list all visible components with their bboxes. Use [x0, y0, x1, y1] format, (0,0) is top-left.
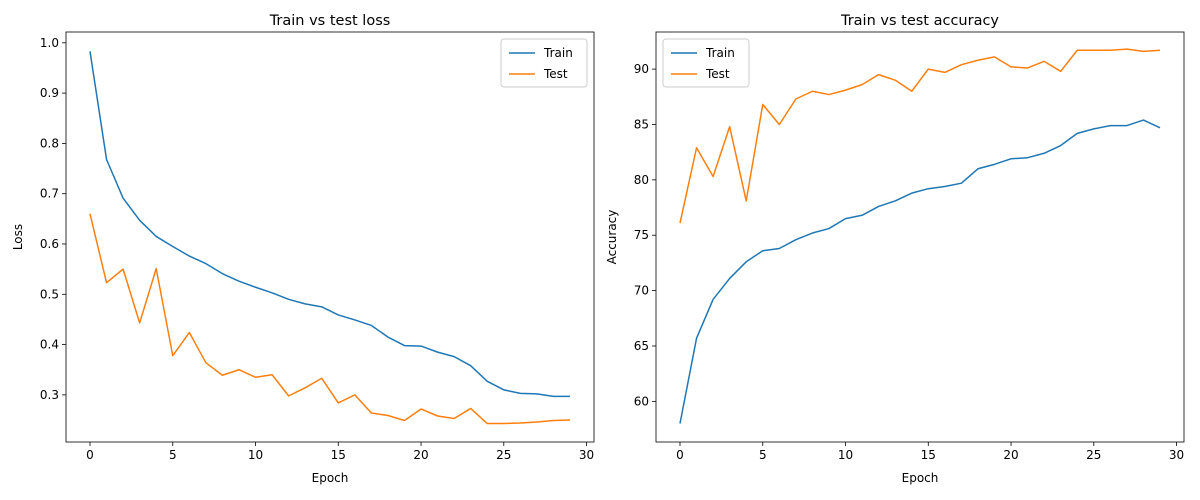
- legend: Train Test: [500, 38, 588, 88]
- x-tick-label: 15: [331, 448, 346, 462]
- y-tick-label: 0.7: [40, 187, 59, 201]
- x-tick-label: 25: [1086, 448, 1101, 462]
- legend-label-train: Train: [705, 46, 735, 60]
- y-tick-label: 75: [634, 228, 649, 242]
- y-tick-label: 60: [634, 394, 649, 408]
- series-line-train: [679, 119, 1161, 424]
- y-tick-label: 0.5: [40, 287, 59, 301]
- x-tick-label: 10: [248, 448, 263, 462]
- y-axis-label: Loss: [11, 224, 25, 250]
- legend-label-test: Test: [543, 67, 568, 81]
- x-tick-label: 30: [579, 448, 594, 462]
- x-tick-label: 10: [838, 448, 853, 462]
- x-tick-label: 25: [496, 448, 511, 462]
- y-tick-label: 0.4: [40, 338, 59, 352]
- x-axis-label: Epoch: [312, 471, 349, 485]
- y-tick-label: 65: [634, 339, 649, 353]
- y-tick-label: 80: [634, 173, 649, 187]
- accuracy-chart-panel: Train vs test accuracy 0 5 10 15 20 25 30 60 65 70…: [605, 13, 1185, 485]
- chart-title: Train vs test accuracy: [840, 13, 999, 29]
- chart-title: Train vs test loss: [269, 13, 391, 29]
- x-tick-label: 20: [1003, 448, 1018, 462]
- legend: Train Test: [662, 38, 750, 88]
- x-tick-label: 15: [921, 448, 936, 462]
- y-tick-label: 70: [634, 284, 649, 298]
- x-axis-label: Epoch: [902, 471, 939, 485]
- y-tick-label: 0.8: [40, 136, 59, 150]
- legend-label-test: Test: [705, 67, 730, 81]
- y-tick-label: 90: [634, 62, 649, 76]
- series-line-test: [679, 48, 1161, 224]
- legend-label-train: Train: [543, 46, 573, 60]
- legend-box: [662, 38, 750, 88]
- y-tick-label: 0.9: [40, 86, 59, 100]
- series-line-train: [89, 51, 570, 398]
- y-tick-label: 85: [634, 117, 649, 131]
- y-axis-label: Accuracy: [605, 210, 619, 265]
- legend-box: [500, 38, 588, 88]
- axes-frame: [65, 31, 595, 443]
- loss-chart-panel: Train vs test loss 0 5 10 15 20 25 30 0.3 0.4 0.5 0…: [11, 13, 595, 485]
- x-tick-label: 0: [86, 448, 94, 462]
- x-tick-label: 0: [676, 448, 684, 462]
- series-line-test: [89, 213, 571, 425]
- y-tick-label: 1.0: [40, 36, 59, 50]
- x-tick-label: 30: [1169, 448, 1184, 462]
- x-tick-label: 20: [413, 448, 428, 462]
- y-tick-label: 0.6: [40, 237, 59, 251]
- x-tick-label: 5: [169, 448, 177, 462]
- x-tick-label: 5: [759, 448, 767, 462]
- axes-frame: [655, 31, 1185, 443]
- y-tick-label: 0.3: [40, 388, 59, 402]
